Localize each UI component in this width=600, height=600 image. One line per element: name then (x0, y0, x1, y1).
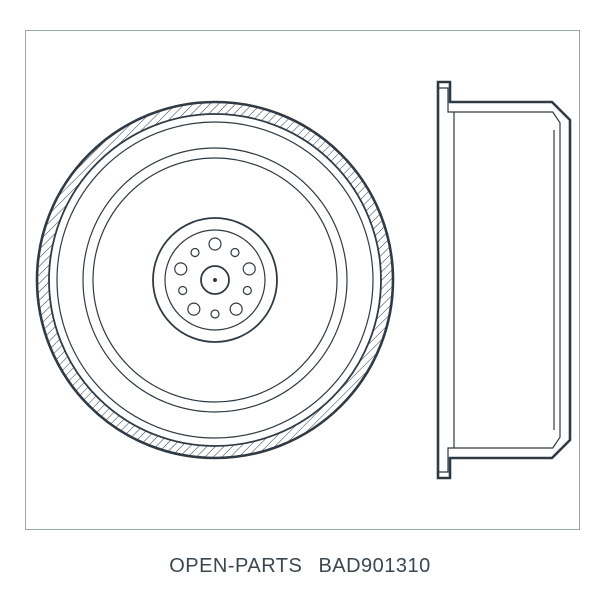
diagram-canvas: OPEN-PARTS BAD901310 (0, 0, 600, 600)
part-number: BAD901310 (318, 555, 430, 578)
brand-name: OPEN-PARTS (169, 555, 302, 578)
product-label: OPEN-PARTS BAD901310 (0, 555, 600, 578)
brake-drum-front-view (31, 96, 399, 464)
brake-drum-side-view (428, 72, 580, 488)
